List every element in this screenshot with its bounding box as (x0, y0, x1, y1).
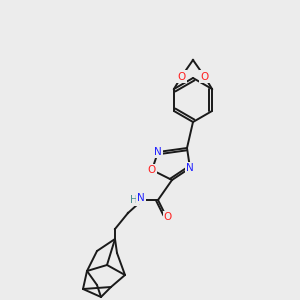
Text: O: O (164, 212, 172, 222)
Text: N: N (186, 163, 194, 173)
Text: N: N (137, 193, 145, 203)
Text: O: O (200, 71, 209, 82)
Text: O: O (148, 165, 156, 175)
Text: O: O (177, 71, 186, 82)
Text: N: N (154, 147, 162, 157)
Text: H: H (130, 195, 138, 205)
